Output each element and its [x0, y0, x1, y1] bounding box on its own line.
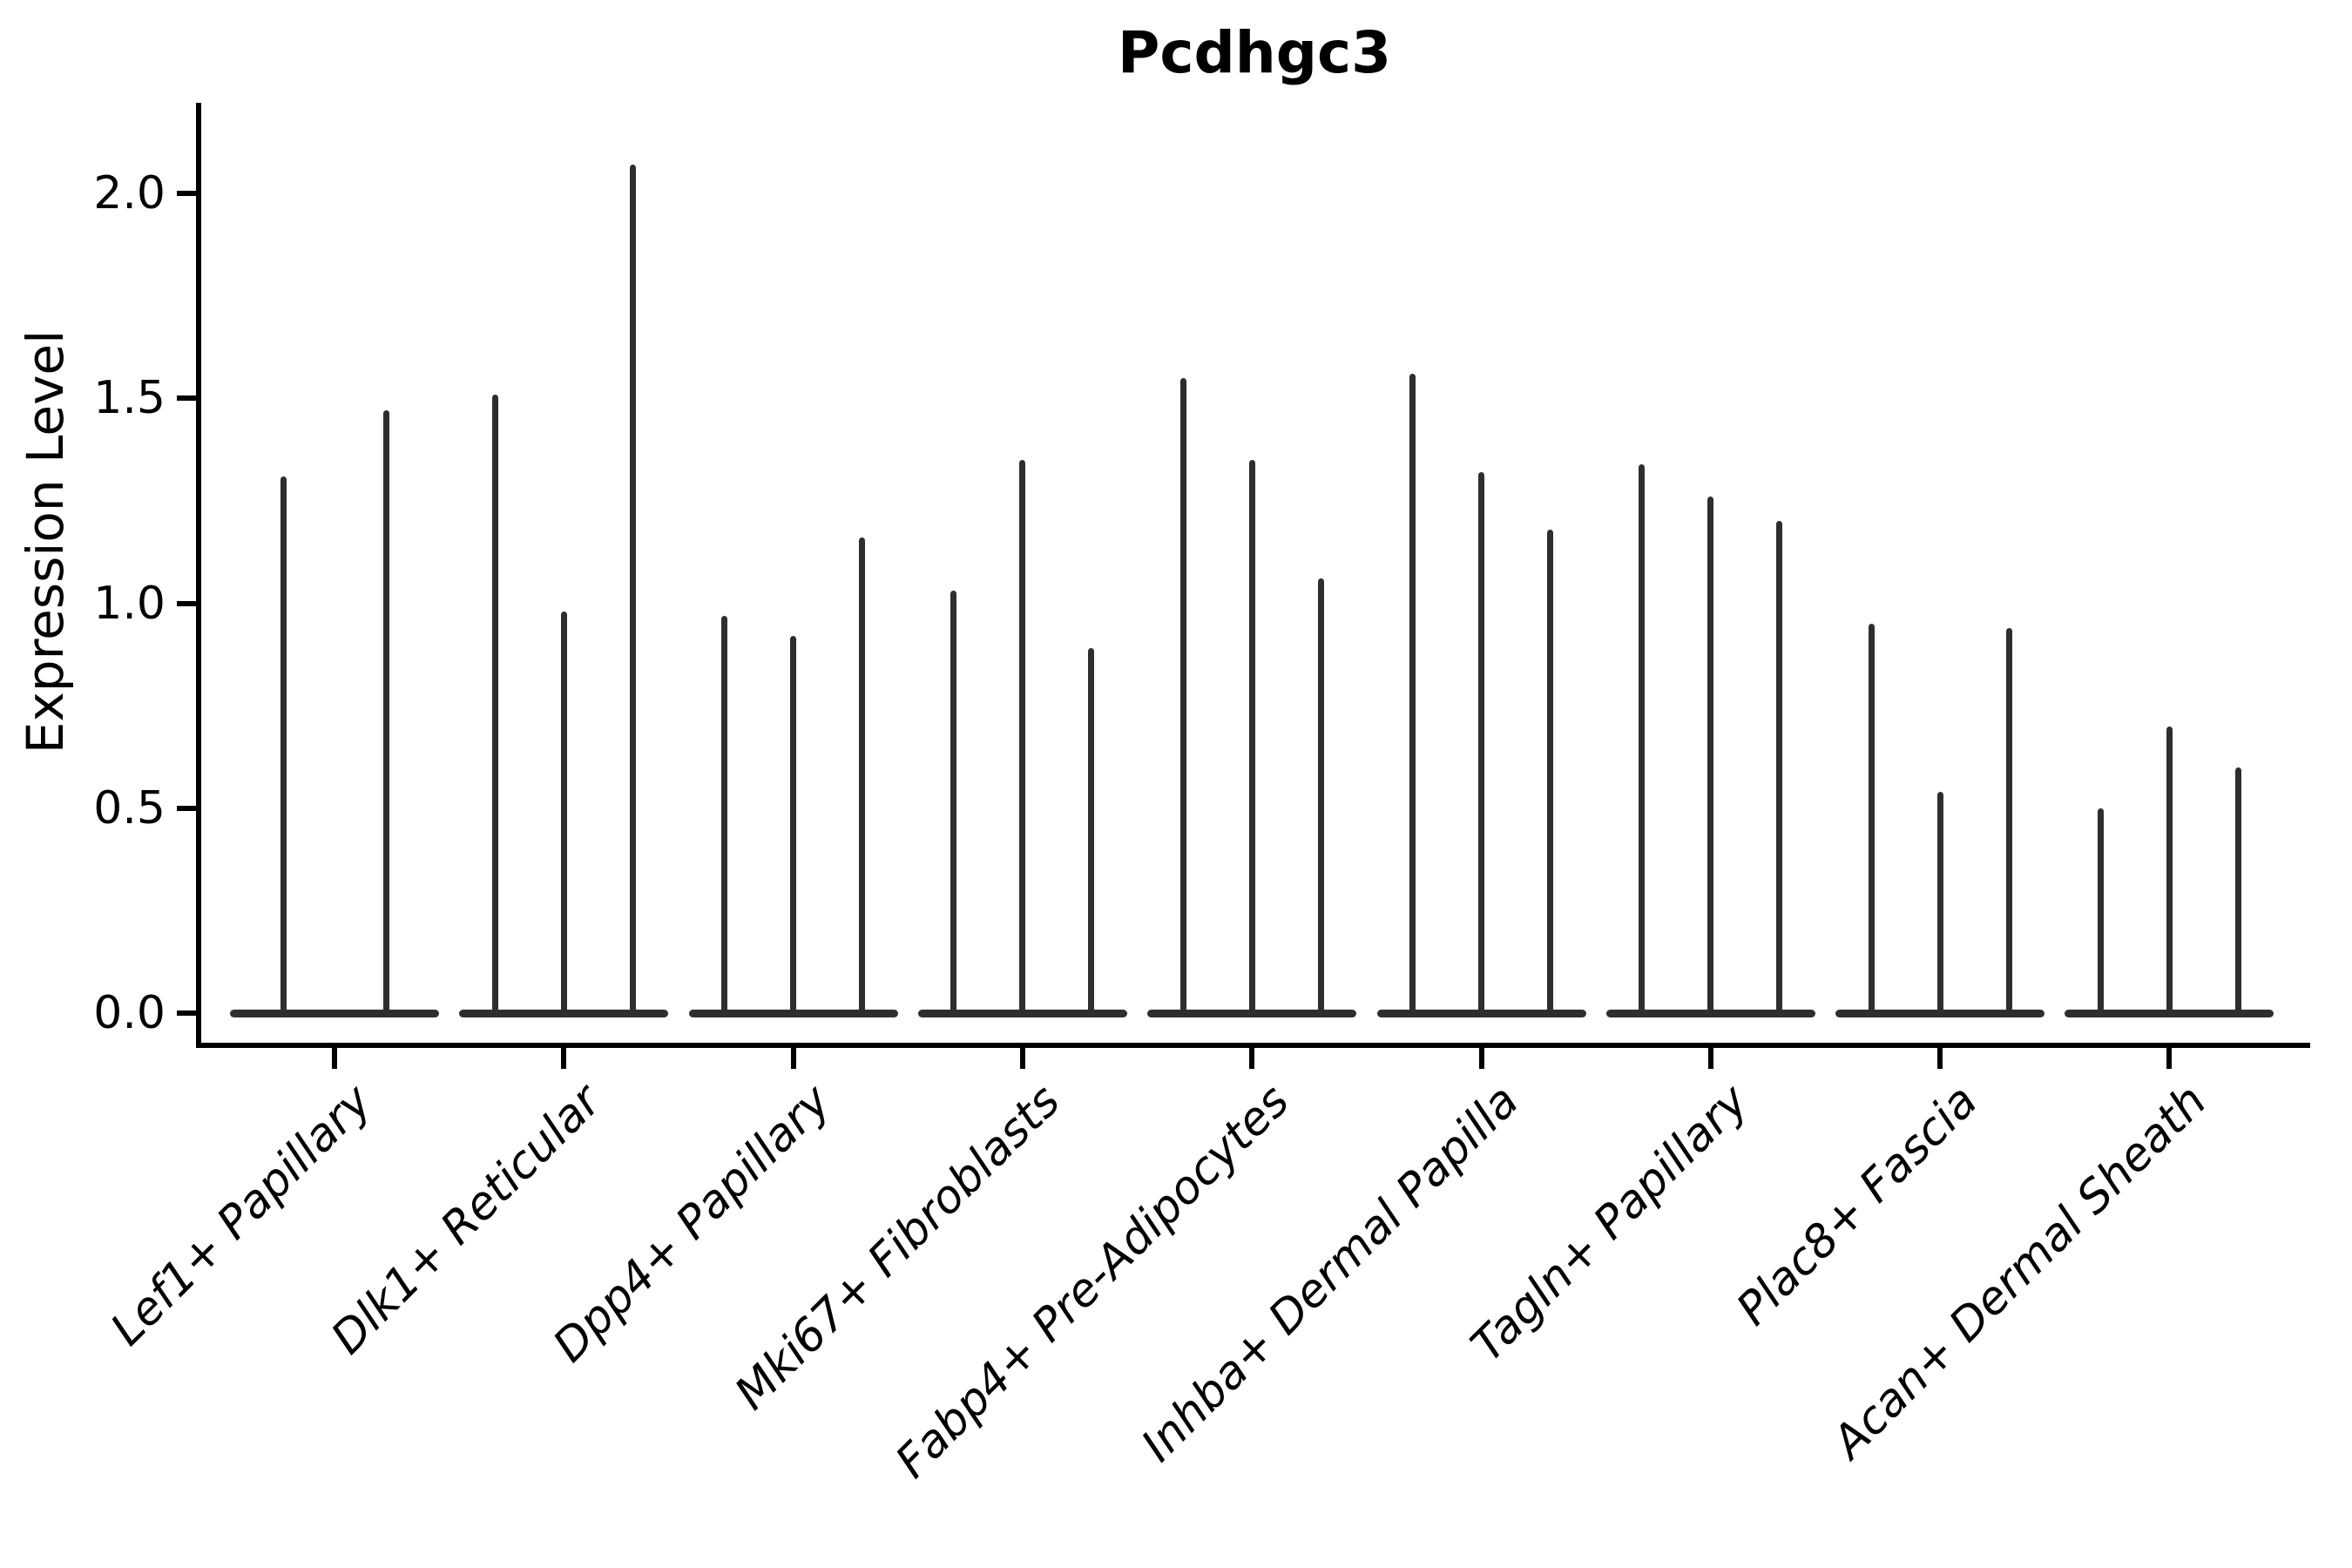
x-tick-mark: [2166, 1048, 2173, 1069]
x-tick-mark: [1478, 1048, 1484, 1069]
x-tick-mark: [790, 1048, 796, 1069]
violin-spike: [859, 537, 866, 1013]
violin-spike: [1478, 471, 1484, 1013]
violin-spike: [1707, 497, 1714, 1013]
x-tick-mark: [332, 1048, 337, 1069]
violin-base: [1147, 1009, 1357, 1017]
y-tick-mark: [177, 600, 196, 606]
y-tick-label: 0.5: [93, 781, 166, 835]
violin-spike: [280, 476, 287, 1013]
x-tick-mark: [1707, 1048, 1713, 1069]
x-axis-spine: [196, 1043, 2310, 1048]
violin-base: [688, 1009, 898, 1017]
y-tick-label: 1.0: [93, 577, 166, 630]
violin-spike: [1936, 791, 1943, 1013]
violin-spike: [560, 611, 567, 1013]
violin-base: [2065, 1009, 2274, 1017]
violin-spike: [2097, 808, 2104, 1013]
x-tick-mark: [1019, 1048, 1025, 1069]
violin-base: [1835, 1009, 2045, 1017]
violin-spike: [2005, 627, 2012, 1013]
violin-base: [1605, 1009, 1815, 1017]
violin-spike: [950, 591, 957, 1013]
y-tick-label: 0.0: [93, 987, 166, 1039]
x-tick-mark: [1937, 1048, 1943, 1069]
y-tick-mark: [177, 395, 196, 402]
violin-spike: [1019, 459, 1026, 1013]
violin-spike: [1547, 529, 1553, 1013]
y-tick-label: 2.0: [93, 167, 166, 220]
violin-base: [917, 1009, 1127, 1017]
violin-spike: [1776, 521, 1783, 1013]
violin-spike: [2166, 726, 2173, 1013]
violin-spike: [790, 636, 797, 1013]
violin-spike: [1248, 459, 1255, 1013]
x-tick-label: Plac8+ Fascia: [1727, 1075, 1988, 1336]
violin-base: [459, 1009, 669, 1017]
x-tick-label: Inhba+ Dermal Papilla: [1132, 1075, 1529, 1472]
violin-base: [230, 1009, 439, 1017]
violin-spike: [1409, 374, 1416, 1013]
violin-spike: [491, 394, 498, 1013]
y-tick-mark: [177, 191, 196, 196]
y-tick-mark: [177, 805, 196, 811]
violin-spike: [629, 165, 636, 1013]
y-axis-spine: [196, 103, 201, 1048]
violin-spike: [1317, 578, 1324, 1013]
violin-spike: [1088, 648, 1095, 1013]
violin-spike: [1868, 624, 1875, 1013]
x-tick-label: Acan+ Dermal Sheath: [1822, 1075, 2217, 1469]
y-tick-mark: [177, 1010, 196, 1016]
violin-spike: [382, 410, 389, 1013]
chart-title: Pcdhgc3: [1117, 19, 1391, 86]
x-tick-mark: [561, 1048, 567, 1069]
violin-spike: [2234, 767, 2241, 1013]
violin-spike: [721, 615, 728, 1013]
violin-base: [1376, 1009, 1586, 1017]
x-tick-mark: [1249, 1048, 1255, 1069]
violin-spike: [1639, 463, 1646, 1013]
y-tick-label: 1.5: [93, 372, 166, 425]
violin-spike: [1179, 377, 1186, 1013]
x-tick-label: Fabp4+ Pre-Adipocytes: [886, 1075, 1300, 1489]
